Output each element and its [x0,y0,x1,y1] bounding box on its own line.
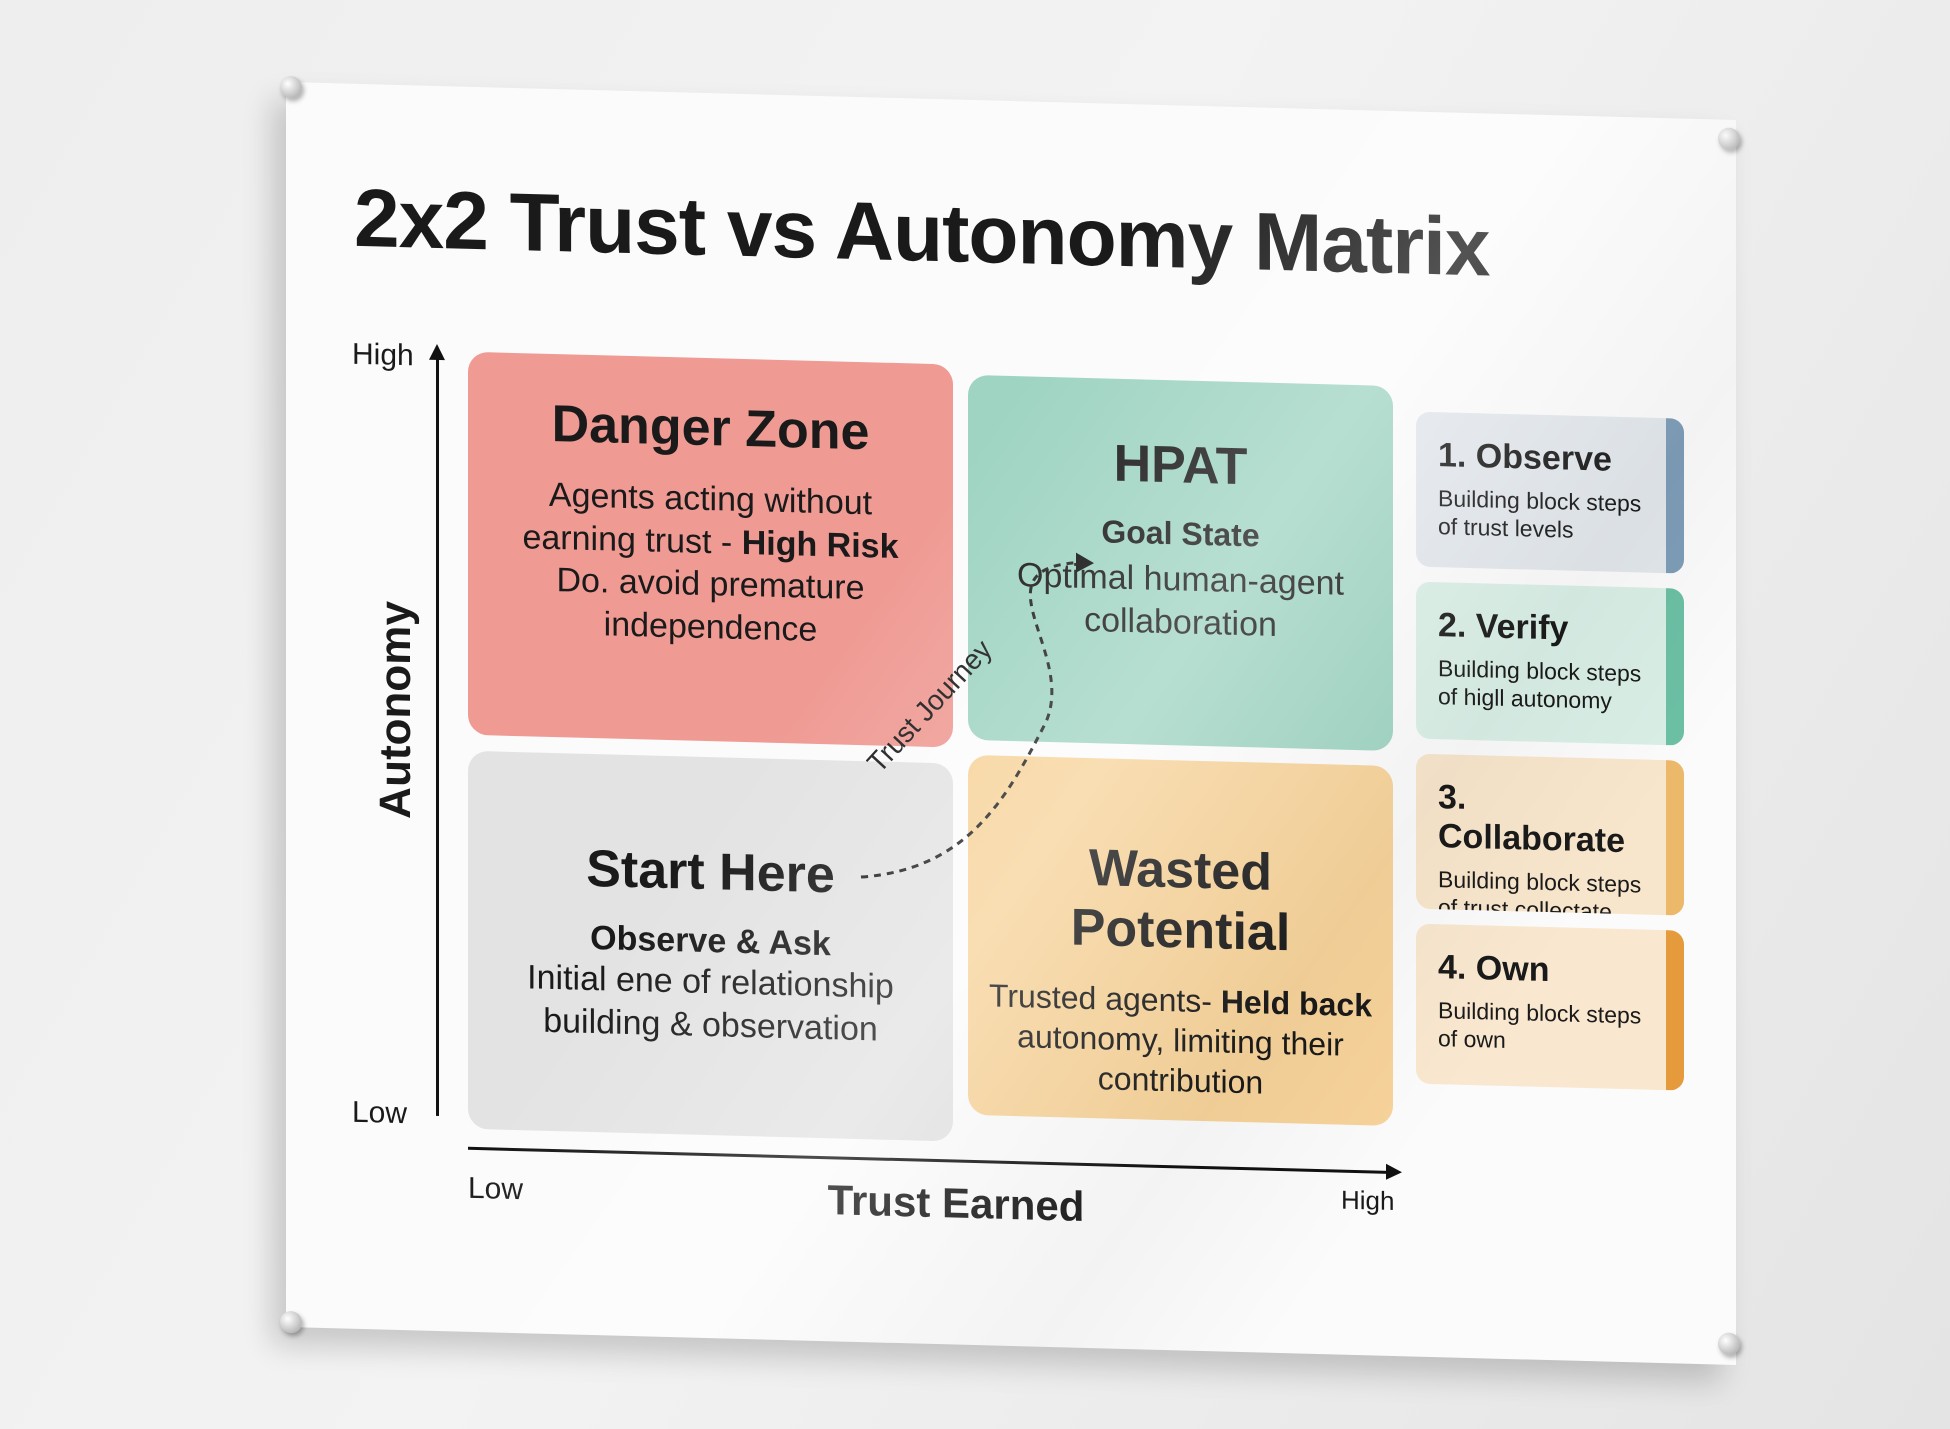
x-axis-title: Trust Earned [827,1176,1085,1230]
step-card-verify: 2. Verify Building block steps of higll a… [1416,581,1684,746]
x-axis-arrow-icon [1386,1163,1402,1181]
poster: 2x2 Trust vs Autonomy Matrix High Low Au… [280,75,1740,1365]
step-title: 2. Verify [1438,606,1569,648]
journey-dashed-line [860,561,1077,879]
card-accent-bar [1666,930,1684,1091]
card-accent-bar [1666,760,1684,916]
card-accent-bar [1666,588,1684,746]
trust-journey-path [860,552,1094,879]
card-accent-bar [1666,418,1684,574]
journey-arrowhead-icon [1076,552,1094,573]
x-axis-low-label: Low [468,1171,524,1207]
step-card-collaborate: 3. Collaborate Building block steps of tr… [1416,753,1684,916]
step-card-observe: 1. Observe Building block steps of trust … [1416,411,1684,574]
step-title: 4. Own [1438,948,1550,990]
step-title: 3. Collaborate [1438,778,1626,861]
x-axis-high-label: High [1341,1184,1395,1217]
step-card-own: 4. Own Building block steps of own [1416,923,1684,1091]
step-title: 1. Observe [1438,436,1612,479]
